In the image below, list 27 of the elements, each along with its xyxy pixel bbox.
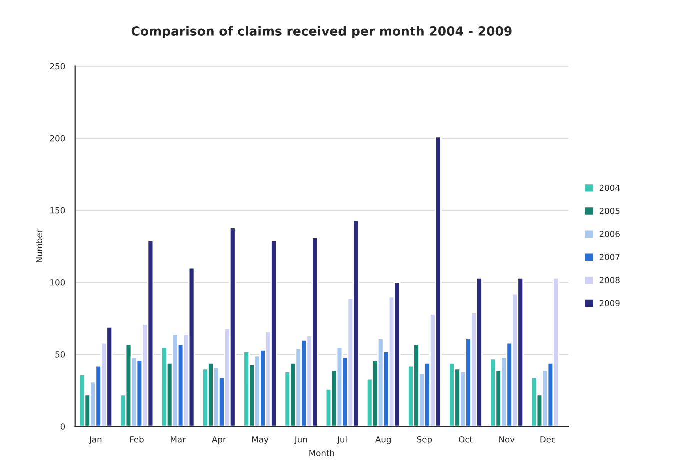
x-tick-label: Sep: [417, 436, 432, 444]
x-axis-title: Month: [310, 450, 334, 456]
legend-label: 2005: [600, 208, 620, 214]
x-tick-label: Jul: [337, 436, 347, 444]
x-tick-label: May: [252, 436, 269, 444]
y-axis-title: Number: [36, 230, 43, 262]
legend-label: 2004: [600, 184, 620, 192]
x-tick-label: Apr: [212, 436, 226, 444]
y-tick-label: 200: [50, 135, 66, 142]
legend-label: 2008: [600, 277, 620, 284]
x-tick-label: Mar: [171, 436, 186, 443]
y-tick-label: 150: [50, 207, 66, 214]
chart-title: Comparison of claims received per month 2004 - 2009: [132, 26, 512, 38]
legend-label: 2006: [600, 231, 620, 238]
y-tick-label: 100: [50, 279, 66, 286]
legend-label: 2007: [600, 254, 620, 260]
x-tick-label: Jun: [294, 436, 308, 444]
x-tick-label: Oct: [459, 436, 473, 443]
x-tick-label: Dec: [540, 436, 556, 443]
y-tick-label: 0: [60, 424, 66, 430]
legend-label: 2009: [600, 300, 620, 307]
x-tick-label: Aug: [376, 436, 391, 444]
x-tick-label: Feb: [130, 436, 144, 443]
x-tick-label: Nov: [500, 436, 515, 443]
y-tick-label: 250: [50, 63, 66, 70]
y-tick-label: 50: [56, 352, 66, 358]
x-tick-label: Jan: [89, 436, 102, 444]
